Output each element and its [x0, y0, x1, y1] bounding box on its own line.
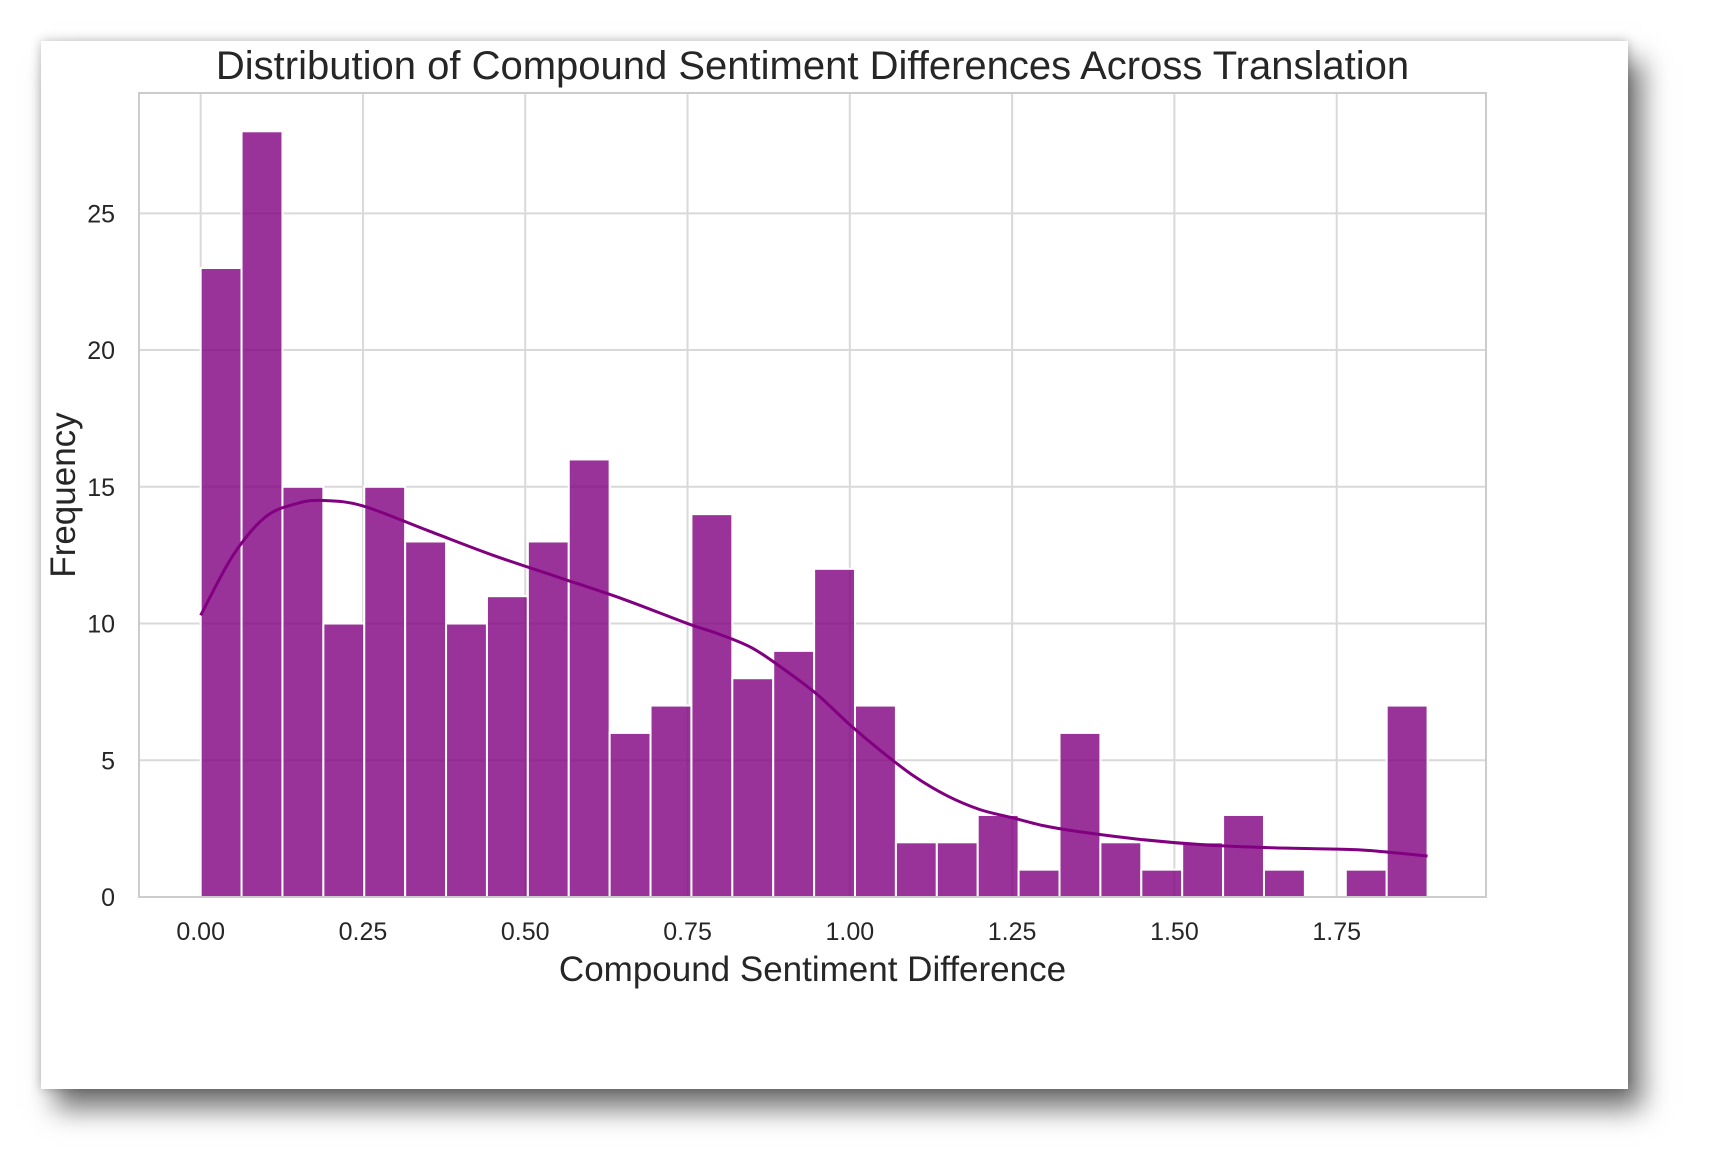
histogram-bar	[894, 841, 938, 899]
x-tick-label: 1.25	[988, 918, 1037, 946]
histogram-bar	[567, 458, 611, 898]
x-tick-label: 0.00	[176, 918, 225, 946]
histogram-bar	[526, 540, 570, 898]
y-tick-label: 10	[87, 611, 115, 639]
histogram-bar	[772, 649, 816, 899]
histogram-bar	[199, 267, 243, 899]
histogram-bar	[322, 622, 366, 899]
histogram-bar	[1181, 841, 1225, 899]
chart-title: Distribution of Compound Sentiment Diffe…	[216, 44, 1409, 88]
histogram-bar	[1017, 868, 1061, 899]
histogram-bar	[1140, 868, 1184, 899]
y-tick-label: 0	[101, 884, 115, 912]
histogram-bar	[690, 513, 734, 898]
histogram-bar	[445, 622, 488, 899]
histogram-bar	[240, 130, 284, 899]
histogram-bar	[813, 567, 857, 898]
histogram-bar	[1344, 868, 1388, 899]
histogram-bars	[199, 130, 1429, 899]
plot-frame	[138, 92, 1487, 898]
histogram-bar	[1099, 841, 1143, 899]
histogram-bar	[731, 677, 775, 898]
histogram-bar	[485, 595, 529, 898]
histogram-bar	[1222, 813, 1265, 898]
y-tick-label: 5	[101, 747, 115, 775]
chart-figure: 0.00 0.25 0.50 0.75 1.00 1.25 1.50 1.75 0 5 10 15 2…	[41, 41, 1628, 1089]
y-tick-labels: 0 5 10 15 20 25	[87, 200, 115, 912]
histogram-bar	[1262, 868, 1306, 899]
histogram-bar	[281, 485, 325, 898]
x-tick-label: 0.25	[339, 918, 388, 946]
histogram-bar	[1385, 704, 1429, 898]
histogram-bar	[976, 813, 1020, 898]
histogram-bar	[404, 540, 448, 898]
histogram-bar	[649, 704, 693, 898]
histogram-bar	[935, 841, 979, 899]
y-tick-label: 15	[87, 474, 115, 502]
kde-curve	[199, 498, 1428, 858]
y-tick-label: 25	[87, 200, 115, 228]
x-tick-labels: 0.00 0.25 0.50 0.75 1.00 1.25 1.50 1.75	[176, 918, 1361, 946]
x-tick-label: 1.75	[1312, 918, 1361, 946]
histogram-chart: 0.00 0.25 0.50 0.75 1.00 1.25 1.50 1.75 0 5 10 15 2…	[44, 44, 1487, 989]
kde-curve-group	[199, 498, 1428, 858]
x-axis-label: Compound Sentiment Difference	[559, 950, 1066, 989]
x-tick-label: 0.75	[663, 918, 712, 946]
histogram-bar	[1058, 731, 1102, 899]
x-tick-label: 1.00	[825, 918, 874, 946]
y-axis-label: Frequency	[44, 412, 83, 578]
x-tick-label: 0.50	[501, 918, 550, 946]
histogram-bar	[363, 485, 407, 898]
x-tick-label: 1.50	[1150, 918, 1199, 946]
y-tick-label: 20	[87, 337, 115, 365]
histogram-bar	[608, 731, 652, 899]
